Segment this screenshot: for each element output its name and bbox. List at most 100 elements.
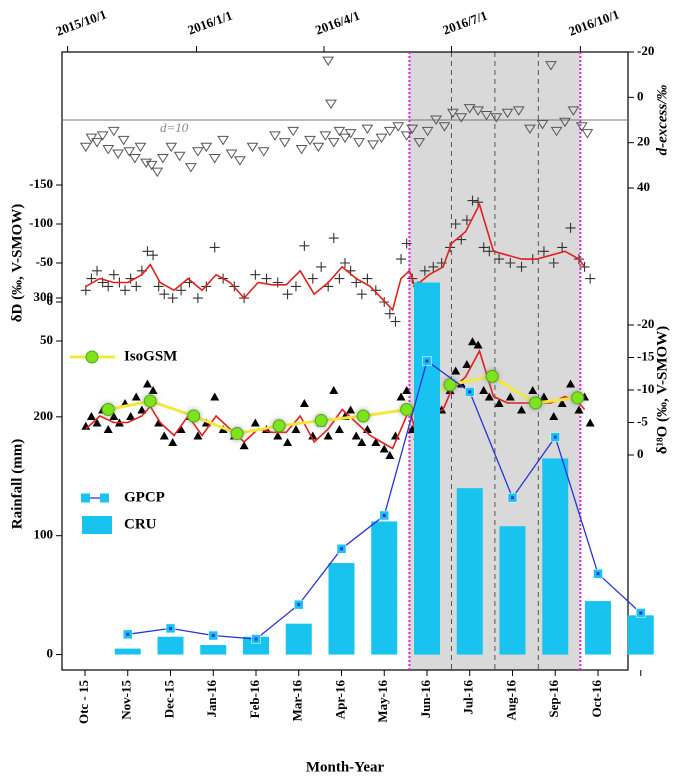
bar [243,636,269,655]
point [472,106,484,116]
point [367,140,379,150]
bar [371,521,398,655]
bar [414,282,440,655]
line-series [85,348,586,450]
bar [200,645,227,655]
point [505,392,515,401]
point [159,289,170,300]
y-axis-label: δD (‰, V-SMOW) [9,204,25,322]
point [438,122,451,132]
point [101,403,115,416]
point [314,414,328,428]
point [567,106,580,116]
point [272,277,283,288]
point [494,399,504,407]
point [140,158,152,169]
x-tick-label: Feb-16 [247,680,262,719]
point [390,316,401,327]
point [269,131,281,141]
point [379,444,389,453]
y-tick-label: -20 [637,316,654,331]
point [225,149,238,159]
y-axis-label: Rainfall (mm) [9,439,25,529]
point [290,281,301,292]
point [165,142,178,153]
point [538,246,549,257]
point [353,138,365,148]
point [230,427,244,441]
y-tick-label: -100 [29,215,53,230]
point [451,366,461,375]
y-axis-label: δ¹⁸O (‰, V-SMOW) [654,326,670,454]
x-axis-label: Month-Year [306,759,385,775]
point [261,273,272,284]
point [234,156,246,166]
bar [542,458,569,655]
point-center [468,390,472,394]
bar [328,563,355,655]
point [539,392,549,401]
point [291,425,301,433]
point [385,451,395,459]
point [96,131,109,141]
point [529,396,543,410]
x-tick-label: 2016/7/1 [441,8,490,38]
point [168,438,178,446]
point [200,142,213,153]
point-center [297,603,301,607]
point [517,405,527,414]
point-center [382,513,386,517]
x-tick-label: May-16 [375,680,390,723]
point [210,392,220,401]
point [512,106,525,116]
point [501,108,514,119]
point [319,131,332,141]
point [92,265,103,276]
point [545,61,557,71]
point [217,135,230,146]
point [299,399,309,407]
point [148,386,158,394]
point [494,254,505,265]
point [462,360,472,368]
point [307,273,318,284]
bar [114,648,141,655]
y-tick-label: 0 [637,88,644,103]
x-tick-label: Jun-16 [418,680,433,719]
point [299,240,310,251]
point [334,425,344,433]
point [557,242,568,253]
point [443,378,457,392]
point [524,124,536,135]
point [167,293,178,304]
point [402,386,412,394]
point-center [639,611,643,615]
point [571,391,585,405]
reference-label: d=10 [160,120,189,135]
point [295,144,308,155]
point [383,126,396,137]
point [176,425,186,433]
point [428,261,439,272]
point [193,431,203,440]
y-tick-label: -150 [29,176,53,191]
legend-label: IsoGSM [124,348,177,364]
point [340,258,350,268]
point [187,409,201,423]
point [375,133,388,144]
y-tick-label: 20 [637,134,650,149]
x-tick-label: Otc - 15 [76,680,91,725]
point-center [211,634,215,638]
point [430,115,442,125]
bar [456,488,483,655]
point [91,138,103,148]
legend-marker [100,493,109,503]
line-series [107,374,578,436]
point [308,431,318,440]
point [455,113,468,123]
point [145,160,158,171]
x-tick-label: Oct-16 [589,680,604,718]
point [356,409,370,423]
x-tick-label: Dec-15 [161,680,176,719]
